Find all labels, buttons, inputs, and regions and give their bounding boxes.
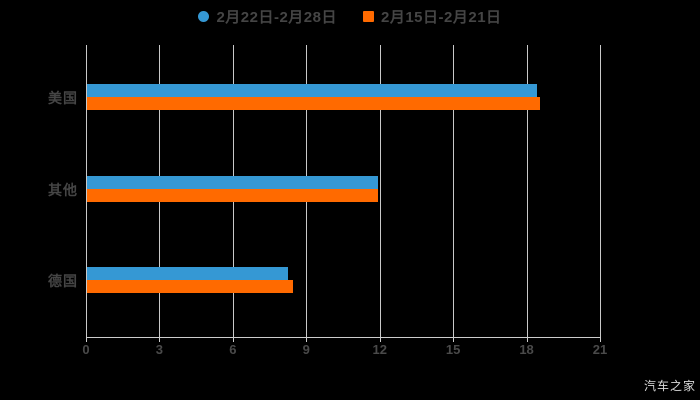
bar-blue-2 xyxy=(87,267,288,280)
tick-mark-x15 xyxy=(453,337,455,342)
gridline-x18 xyxy=(526,45,528,337)
tick-mark-x9 xyxy=(306,337,308,342)
tick-mark-x12 xyxy=(379,337,381,342)
x-tick-label: 18 xyxy=(519,342,534,357)
legend-item-week2[interactable]: 2月22日-2月28日 xyxy=(198,6,337,27)
y-category-label: 美国 xyxy=(48,90,78,106)
legend-label-week1: 2月15日-2月21日 xyxy=(381,9,502,26)
gridline-x15 xyxy=(453,45,455,337)
x-tick-label: 15 xyxy=(445,342,461,357)
watermark: 汽车之家 xyxy=(643,379,696,393)
y-category-label: 德国 xyxy=(48,273,78,289)
legend: 2月22日-2月28日 2月15日-2月21日 xyxy=(0,6,700,27)
x-tick-label: 21 xyxy=(592,342,608,357)
gridline-x0 xyxy=(86,45,87,337)
x-tick-label: 0 xyxy=(82,342,90,357)
bar-orange-2 xyxy=(87,280,293,293)
legend-marker-orange-icon xyxy=(363,11,374,22)
tick-mark-x0 xyxy=(86,337,87,342)
x-tick-label: 6 xyxy=(229,342,237,357)
bar-blue-0 xyxy=(87,84,537,97)
legend-label-week2: 2月22日-2月28日 xyxy=(216,9,337,26)
x-axis-line xyxy=(86,337,601,338)
legend-item-week1[interactable]: 2月15日-2月21日 xyxy=(363,6,502,27)
tick-mark-x6 xyxy=(232,337,234,342)
tick-mark-x21 xyxy=(600,337,601,342)
gridline-x21 xyxy=(600,45,601,337)
gridline-x12 xyxy=(379,45,381,337)
y-category-label: 其他 xyxy=(48,182,78,198)
tick-mark-x18 xyxy=(526,337,528,342)
x-tick-label: 12 xyxy=(372,342,387,357)
legend-marker-blue-icon xyxy=(198,11,210,22)
bar-orange-1 xyxy=(87,189,378,202)
x-tick-label: 9 xyxy=(302,342,310,357)
tick-mark-x3 xyxy=(159,337,161,342)
bar-orange-0 xyxy=(87,97,540,110)
x-tick-label: 3 xyxy=(155,342,164,357)
bar-blue-1 xyxy=(87,176,378,189)
